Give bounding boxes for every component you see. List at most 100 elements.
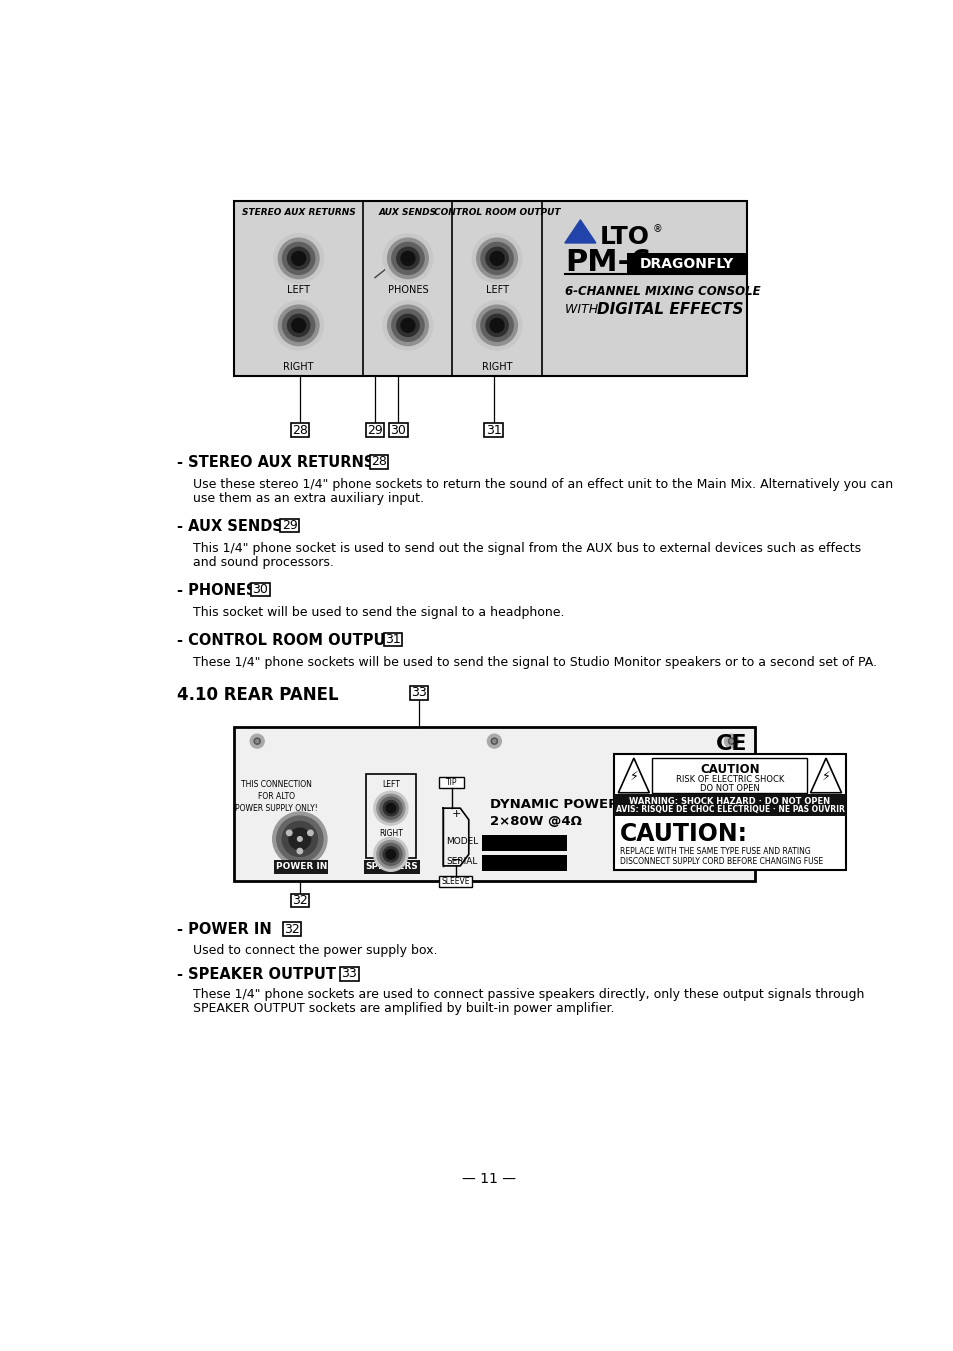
- Circle shape: [374, 838, 408, 871]
- Text: - SPEAKER OUTPUT: - SPEAKER OUTPUT: [177, 967, 336, 982]
- Bar: [274, 859, 328, 874]
- Circle shape: [383, 847, 398, 862]
- Bar: [365, 774, 416, 858]
- Bar: [291, 893, 309, 908]
- Text: 31: 31: [385, 634, 400, 646]
- Bar: [340, 967, 358, 981]
- Text: — 11 —: — 11 —: [461, 1171, 516, 1186]
- Text: ⚡: ⚡: [821, 769, 829, 782]
- Circle shape: [723, 734, 738, 748]
- Circle shape: [392, 309, 424, 342]
- Bar: [481, 835, 567, 851]
- Text: REPLACE WITH THE SAME TYPE FUSE AND RATING: REPLACE WITH THE SAME TYPE FUSE AND RATI…: [619, 847, 810, 855]
- Circle shape: [274, 301, 323, 350]
- Circle shape: [383, 301, 433, 350]
- Text: 30: 30: [390, 424, 406, 436]
- Bar: [280, 519, 298, 532]
- Bar: [439, 777, 464, 788]
- Text: LTO: LTO: [599, 224, 649, 249]
- Circle shape: [282, 242, 314, 274]
- Circle shape: [387, 305, 428, 346]
- Bar: [652, 758, 806, 793]
- Polygon shape: [564, 220, 596, 243]
- Text: 30: 30: [253, 584, 268, 596]
- Circle shape: [383, 234, 433, 282]
- Circle shape: [376, 794, 404, 821]
- Text: RIGHT: RIGHT: [378, 830, 402, 838]
- Bar: [613, 794, 845, 816]
- Text: - PHONES: - PHONES: [177, 582, 256, 597]
- Text: PHONES: PHONES: [387, 285, 428, 295]
- Text: This socket will be used to send the signal to a headphone.: This socket will be used to send the sig…: [193, 605, 564, 619]
- Circle shape: [472, 234, 521, 282]
- Bar: [383, 632, 402, 646]
- Bar: [369, 455, 388, 469]
- Text: SLEEVE: SLEEVE: [441, 877, 470, 886]
- Circle shape: [386, 804, 395, 813]
- Circle shape: [480, 242, 513, 274]
- Bar: [291, 423, 309, 436]
- Text: 29: 29: [367, 424, 382, 436]
- Text: LEFT: LEFT: [381, 780, 399, 789]
- Text: DO NOT OPEN: DO NOT OPEN: [700, 784, 759, 793]
- Circle shape: [383, 801, 398, 816]
- Circle shape: [253, 738, 260, 744]
- Text: −: −: [451, 854, 461, 867]
- Text: These 1/4" phone sockets will be used to send the signal to Studio Monitor speak: These 1/4" phone sockets will be used to…: [193, 655, 876, 669]
- Circle shape: [273, 812, 327, 866]
- Circle shape: [376, 840, 404, 869]
- Circle shape: [379, 797, 401, 819]
- Circle shape: [278, 305, 318, 346]
- Circle shape: [297, 836, 302, 842]
- Circle shape: [396, 247, 418, 269]
- Text: WARNING: SHOCK HAZARD · DO NOT OPEN: WARNING: SHOCK HAZARD · DO NOT OPEN: [629, 797, 830, 805]
- Text: SPEAKER OUTPUT sockets are amplified by built-in power amplifier.: SPEAKER OUTPUT sockets are amplified by …: [193, 1002, 614, 1015]
- Circle shape: [287, 247, 310, 269]
- Text: CAUTION: CAUTION: [700, 763, 759, 777]
- Text: RIGHT: RIGHT: [283, 362, 314, 372]
- Circle shape: [287, 315, 310, 336]
- Bar: [484, 423, 502, 436]
- Text: 32: 32: [292, 894, 308, 907]
- Circle shape: [282, 309, 314, 342]
- Text: DISCONNECT SUPPLY CORD BEFORE CHANGING FUSE: DISCONNECT SUPPLY CORD BEFORE CHANGING F…: [619, 857, 822, 866]
- Circle shape: [276, 816, 322, 862]
- Text: CONTROL ROOM OUTPUT: CONTROL ROOM OUTPUT: [434, 208, 559, 218]
- Circle shape: [392, 242, 424, 274]
- Text: THIS CONNECTION
FOR ALTO
POWER SUPPLY ONLY!: THIS CONNECTION FOR ALTO POWER SUPPLY ON…: [235, 781, 317, 813]
- Text: 32: 32: [284, 923, 299, 935]
- Circle shape: [491, 738, 497, 744]
- Polygon shape: [618, 758, 649, 793]
- Text: DIGITAL EFFECTS: DIGITAL EFFECTS: [597, 303, 743, 317]
- Bar: [626, 253, 746, 274]
- Bar: [481, 855, 567, 870]
- Text: and sound processors.: and sound processors.: [193, 555, 334, 569]
- Circle shape: [250, 734, 264, 748]
- Text: 31: 31: [485, 424, 501, 436]
- Circle shape: [292, 319, 305, 332]
- Bar: [389, 423, 407, 436]
- Bar: [410, 686, 428, 700]
- Text: ⚡: ⚡: [629, 769, 638, 782]
- Circle shape: [379, 843, 401, 866]
- Text: TIP: TIP: [445, 778, 457, 788]
- Text: This 1/4" phone socket is used to send out the signal from the AUX bus to extern: This 1/4" phone socket is used to send o…: [193, 542, 861, 555]
- Text: use them as an extra auxiliary input.: use them as an extra auxiliary input.: [193, 492, 423, 505]
- Text: AUX SENDS: AUX SENDS: [378, 208, 436, 218]
- Text: - AUX SENDS: - AUX SENDS: [177, 519, 283, 534]
- Circle shape: [308, 831, 313, 835]
- Text: STEREO AUX RETURNS: STEREO AUX RETURNS: [241, 208, 355, 218]
- Circle shape: [476, 238, 517, 278]
- Circle shape: [274, 234, 323, 282]
- Text: SERIAL: SERIAL: [446, 857, 477, 866]
- Text: 28: 28: [292, 424, 308, 436]
- Text: LEFT: LEFT: [485, 285, 508, 295]
- Text: 33: 33: [411, 686, 427, 700]
- Bar: [251, 582, 270, 596]
- Text: RIGHT: RIGHT: [481, 362, 512, 372]
- Text: AVIS: RISQUE DE CHOC ELECTRIQUE · NE PAS OUVRIR: AVIS: RISQUE DE CHOC ELECTRIQUE · NE PAS…: [615, 805, 843, 815]
- Bar: [282, 923, 301, 936]
- Circle shape: [282, 821, 317, 857]
- Circle shape: [490, 319, 503, 332]
- Circle shape: [487, 734, 500, 748]
